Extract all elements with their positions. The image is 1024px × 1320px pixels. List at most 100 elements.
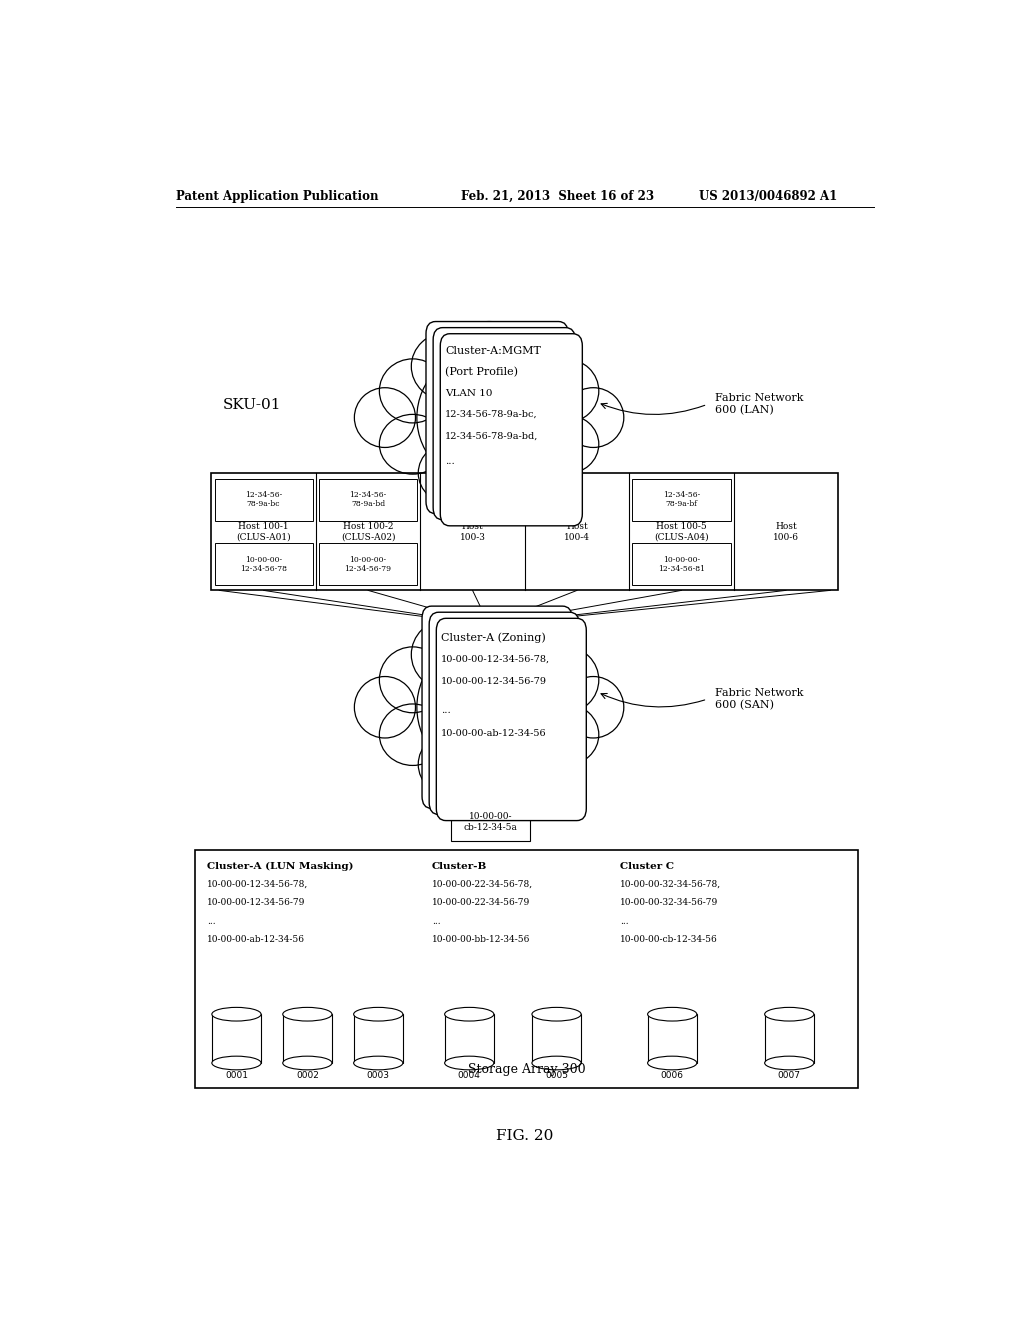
Ellipse shape: [495, 333, 567, 400]
Text: 0006: 0006: [660, 1071, 684, 1080]
Text: 10-00-00-32-34-56-78,: 10-00-00-32-34-56-78,: [620, 880, 721, 890]
Ellipse shape: [354, 677, 416, 738]
Text: 0004: 0004: [458, 1071, 480, 1080]
Ellipse shape: [459, 744, 519, 801]
Text: Cluster C: Cluster C: [620, 862, 674, 871]
Text: Fabric Network
600 (LAN): Fabric Network 600 (LAN): [715, 393, 804, 416]
Text: 10-00-00-
12-34-56-78: 10-00-00- 12-34-56-78: [240, 556, 287, 573]
Text: 12-34-56-
78-9a-bd: 12-34-56- 78-9a-bd: [349, 491, 387, 508]
Ellipse shape: [379, 414, 446, 474]
Bar: [319, 544, 417, 585]
Text: SKU-01: SKU-01: [223, 399, 282, 412]
Text: Storage Array 300: Storage Array 300: [468, 1063, 586, 1076]
Text: Host 100-5
(CLUS-A04): Host 100-5 (CLUS-A04): [654, 523, 709, 541]
Text: 10-00-00-
cb-12-34-5a: 10-00-00- cb-12-34-5a: [464, 812, 517, 832]
FancyBboxPatch shape: [429, 612, 580, 814]
Ellipse shape: [212, 1056, 261, 1069]
Ellipse shape: [444, 1056, 494, 1069]
FancyBboxPatch shape: [433, 327, 575, 520]
Text: 10-00-00-32-34-56-79: 10-00-00-32-34-56-79: [620, 899, 718, 907]
Ellipse shape: [532, 647, 599, 713]
Text: 10-00-00-12-34-56-78,: 10-00-00-12-34-56-78,: [441, 655, 550, 664]
Text: 10-00-00-
12-34-56-81: 10-00-00- 12-34-56-81: [658, 556, 706, 573]
Text: ...: ...: [207, 916, 216, 925]
FancyBboxPatch shape: [426, 322, 568, 513]
Text: FIG. 20: FIG. 20: [496, 1129, 554, 1143]
Text: ...: ...: [620, 916, 629, 925]
FancyBboxPatch shape: [436, 618, 587, 821]
Ellipse shape: [444, 1007, 494, 1022]
Ellipse shape: [412, 619, 483, 689]
Text: 0005: 0005: [545, 1071, 568, 1080]
Text: VLAN 10: VLAN 10: [445, 388, 493, 397]
Bar: [633, 479, 730, 520]
Ellipse shape: [563, 677, 624, 738]
Ellipse shape: [532, 359, 599, 422]
Text: US 2013/0046892 A1: US 2013/0046892 A1: [699, 190, 838, 202]
Text: Feb. 21, 2013  Sheet 16 of 23: Feb. 21, 2013 Sheet 16 of 23: [461, 190, 654, 202]
Ellipse shape: [212, 1007, 261, 1022]
Bar: [212, 1014, 261, 1063]
Text: Cluster-A:MGMT: Cluster-A:MGMT: [445, 346, 541, 356]
Bar: [531, 1014, 582, 1063]
Ellipse shape: [647, 1007, 696, 1022]
Text: 10-00-00-22-34-56-78,: 10-00-00-22-34-56-78,: [432, 880, 534, 890]
Ellipse shape: [417, 636, 561, 779]
Text: 10-00-00-ab-12-34-56: 10-00-00-ab-12-34-56: [441, 729, 547, 738]
Text: 0003: 0003: [367, 1071, 390, 1080]
Text: Patent Application Publication: Patent Application Publication: [176, 190, 378, 202]
Ellipse shape: [418, 441, 490, 506]
Ellipse shape: [418, 731, 490, 797]
Text: 10-00-00-cb-12-34-56: 10-00-00-cb-12-34-56: [620, 935, 718, 944]
Bar: [444, 1014, 494, 1063]
Ellipse shape: [765, 1056, 814, 1069]
Text: 10-00-00-12-34-56-79: 10-00-00-12-34-56-79: [441, 677, 547, 686]
Text: 10-00-00-12-34-56-79: 10-00-00-12-34-56-79: [207, 899, 306, 907]
Bar: [211, 474, 839, 590]
Text: 10-00-00-ab-12-34-56: 10-00-00-ab-12-34-56: [207, 935, 305, 944]
Ellipse shape: [532, 704, 599, 766]
Bar: [353, 1014, 402, 1063]
Bar: [283, 1014, 332, 1063]
Text: 12-34-56-78-9a-bc,: 12-34-56-78-9a-bc,: [445, 411, 538, 418]
Text: Host 100-2
(CLUS-A02): Host 100-2 (CLUS-A02): [341, 523, 395, 541]
Text: 0002: 0002: [296, 1071, 318, 1080]
Text: ...: ...: [441, 706, 451, 715]
Text: Host
100-4: Host 100-4: [564, 523, 590, 541]
Text: 0007: 0007: [778, 1071, 801, 1080]
FancyBboxPatch shape: [440, 334, 583, 525]
Text: 10-00-00-22-34-56-79: 10-00-00-22-34-56-79: [432, 899, 530, 907]
Ellipse shape: [459, 454, 519, 510]
Text: Host
100-3: Host 100-3: [460, 523, 485, 541]
Ellipse shape: [379, 647, 446, 713]
Ellipse shape: [487, 731, 560, 797]
Ellipse shape: [495, 619, 567, 689]
Text: 10-00-00-bb-12-34-56: 10-00-00-bb-12-34-56: [432, 935, 530, 944]
Text: Host
100-6: Host 100-6: [773, 523, 799, 541]
Text: 0001: 0001: [225, 1071, 248, 1080]
Ellipse shape: [283, 1007, 332, 1022]
Text: Cluster-A (Zoning): Cluster-A (Zoning): [441, 632, 546, 643]
FancyBboxPatch shape: [422, 606, 572, 808]
Ellipse shape: [417, 348, 561, 487]
Ellipse shape: [647, 1056, 696, 1069]
Ellipse shape: [353, 1007, 402, 1022]
Ellipse shape: [353, 1056, 402, 1069]
Bar: [647, 1014, 696, 1063]
Bar: [451, 803, 530, 841]
Text: Host 100-1
(CLUS-A01): Host 100-1 (CLUS-A01): [237, 523, 291, 541]
Bar: [765, 1014, 814, 1063]
Text: (Port Profile): (Port Profile): [445, 367, 518, 378]
Text: 10-00-00-
12-34-56-79: 10-00-00- 12-34-56-79: [344, 556, 391, 573]
Ellipse shape: [451, 322, 528, 396]
Ellipse shape: [379, 704, 446, 766]
Ellipse shape: [354, 388, 416, 447]
Text: ...: ...: [445, 457, 455, 466]
Bar: [196, 850, 858, 1089]
Text: ...: ...: [432, 916, 440, 925]
Ellipse shape: [379, 359, 446, 422]
Ellipse shape: [487, 441, 560, 506]
Bar: [214, 479, 312, 520]
Text: 12-34-56-
78-9a-bc: 12-34-56- 78-9a-bc: [245, 491, 283, 508]
Text: 12-34-56-78-9a-bd,: 12-34-56-78-9a-bd,: [445, 432, 539, 441]
